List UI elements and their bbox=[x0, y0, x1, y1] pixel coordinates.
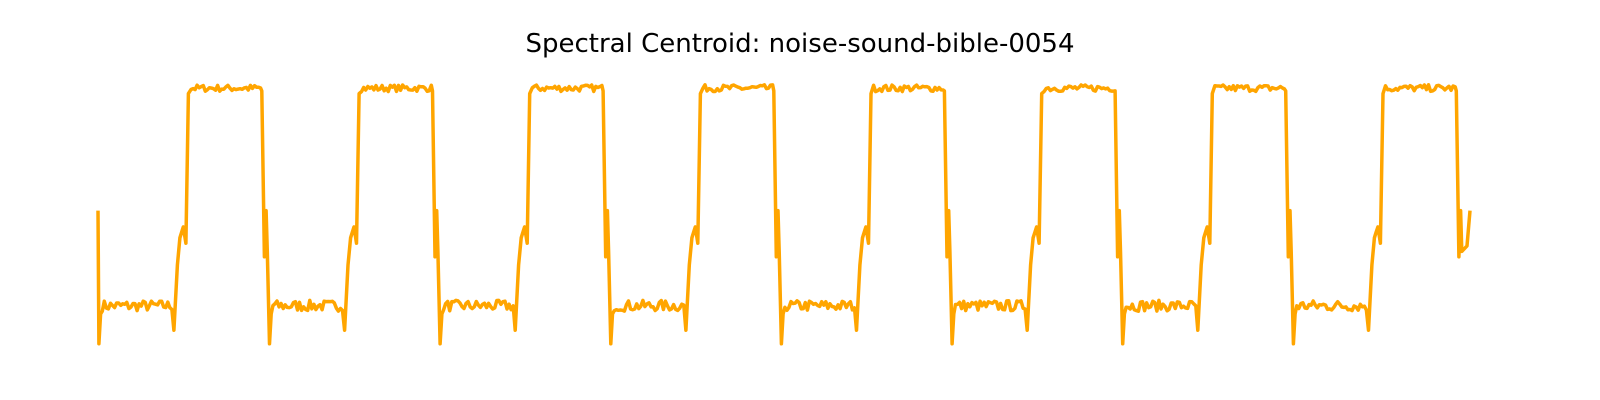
spectral-centroid-series-line bbox=[98, 85, 1470, 344]
chart-title: Spectral Centroid: noise-sound-bible-005… bbox=[525, 29, 1074, 59]
plot-area bbox=[98, 85, 1470, 344]
